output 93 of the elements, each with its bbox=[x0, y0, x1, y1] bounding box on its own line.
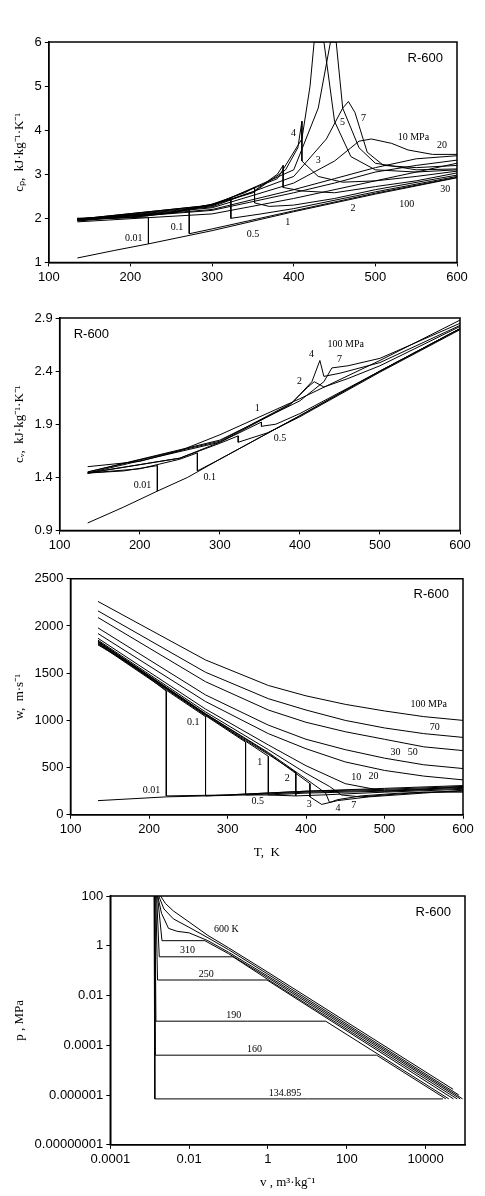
annotation: 100 bbox=[399, 198, 415, 210]
annotation: 190 bbox=[226, 1008, 242, 1020]
annotation: 1 bbox=[257, 755, 263, 767]
x-tick-label: 500 bbox=[373, 821, 396, 837]
annotation: 7 bbox=[351, 798, 357, 810]
y-tick-label: 2000 bbox=[34, 617, 64, 633]
annotation: 160 bbox=[246, 1042, 262, 1054]
annotation: R-600 bbox=[413, 586, 449, 602]
annotation: 20 bbox=[368, 770, 379, 782]
annotation: 4 bbox=[290, 126, 296, 138]
annotation: 10 MPa bbox=[397, 131, 430, 143]
x-tick-label: 300 bbox=[201, 268, 223, 284]
y-tick-label: 1 bbox=[96, 937, 104, 953]
y-tick-label: 500 bbox=[41, 759, 64, 775]
annotation: R-600 bbox=[73, 325, 110, 341]
y-tick-label: 0.9 bbox=[34, 521, 53, 537]
y-tick-label: 0.000001 bbox=[49, 1086, 104, 1102]
x-tick-label: 600 bbox=[446, 268, 468, 284]
y-axis-title: p , MPa bbox=[11, 999, 27, 1041]
y-tick-label: 1500 bbox=[34, 664, 64, 680]
y-tick-label: 0.01 bbox=[77, 987, 104, 1003]
y-tick-label: 1.9 bbox=[34, 415, 53, 431]
annotation: 0.01 bbox=[124, 231, 143, 243]
annotation: 1 bbox=[254, 401, 260, 413]
x-tick-label: 500 bbox=[369, 536, 391, 552]
y-tick-label: 1 bbox=[34, 253, 42, 269]
y-tick-label: 6 bbox=[34, 33, 42, 49]
y-tick-label: 2500 bbox=[34, 570, 64, 586]
annotation: 4 bbox=[308, 348, 314, 360]
annotation: 0.5 bbox=[246, 227, 260, 239]
annotation: 7 bbox=[336, 353, 342, 365]
y-tick-label: 3 bbox=[34, 165, 42, 181]
annotation: 5 bbox=[339, 115, 345, 127]
x-axis-title: T, K bbox=[253, 843, 281, 859]
x-tick-label: 400 bbox=[295, 821, 317, 837]
annotation: 0.1 bbox=[187, 716, 200, 728]
y-axis-title: w, m·s⁻¹ bbox=[11, 673, 27, 720]
annotation: 600 K bbox=[213, 923, 240, 935]
annotation: 20 bbox=[437, 139, 447, 151]
x-tick-label: 200 bbox=[119, 268, 142, 284]
x-tick-label: 100 bbox=[335, 1151, 358, 1167]
annotation: 0.01 bbox=[142, 783, 161, 795]
x-tick-label: 10000 bbox=[407, 1151, 444, 1167]
x-tick-label: 0.01 bbox=[176, 1151, 202, 1167]
x-tick-label: 600 bbox=[449, 536, 471, 552]
annotation: 134.895 bbox=[268, 1086, 302, 1098]
annotation: 4 bbox=[335, 802, 341, 814]
annotation: 10 bbox=[351, 771, 362, 783]
annotation: 50 bbox=[407, 746, 418, 758]
annotation: 100 MPa bbox=[327, 338, 365, 350]
x-tick-label: 200 bbox=[138, 821, 160, 837]
annotation: 0.5 bbox=[273, 432, 287, 444]
y-tick-label: 1000 bbox=[34, 711, 64, 727]
annotation: 0.01 bbox=[133, 478, 152, 490]
annotation: 2 bbox=[350, 202, 356, 214]
x-tick-label: 600 bbox=[452, 821, 474, 837]
x-tick-label: 200 bbox=[128, 536, 151, 552]
annotation: 3 bbox=[306, 798, 312, 810]
annotation: R-600 bbox=[407, 49, 443, 65]
y-tick-label: 0 bbox=[56, 806, 64, 822]
annotation: 30 bbox=[440, 183, 451, 195]
x-axis-title: v , m³·kg⁻¹ bbox=[259, 1173, 316, 1189]
annotation: 2 bbox=[284, 771, 290, 783]
annotation: R-600 bbox=[415, 903, 451, 919]
annotation: 0.5 bbox=[251, 794, 265, 806]
annotation: 30 bbox=[390, 745, 401, 757]
annotation: 310 bbox=[179, 944, 195, 956]
annotation: 2 bbox=[296, 374, 302, 386]
y-tick-label: 2.9 bbox=[34, 309, 53, 325]
x-tick-label: 400 bbox=[282, 268, 305, 284]
y-tick-label: 0.0001 bbox=[63, 1036, 104, 1052]
annotation: 7 bbox=[360, 112, 366, 124]
annotation: 0.1 bbox=[170, 221, 184, 233]
x-tick-label: 400 bbox=[289, 536, 311, 552]
x-tick-label: 500 bbox=[364, 268, 387, 284]
x-tick-label: 1 bbox=[264, 1151, 272, 1167]
annotation: 100 MPa bbox=[410, 698, 448, 710]
y-tick-label: 2 bbox=[34, 209, 42, 225]
y-tick-label: 4 bbox=[34, 121, 42, 137]
y-axis-title: cₚ, kJ·kg⁻¹·K⁻¹ bbox=[11, 112, 28, 192]
y-axis-title: cᵥ, kJ·kg⁻¹·K⁻¹ bbox=[11, 385, 27, 464]
annotation: 3 bbox=[315, 154, 321, 166]
y-tick-label: 5 bbox=[34, 77, 42, 93]
x-tick-label: 300 bbox=[208, 536, 231, 552]
y-tick-label: 2.4 bbox=[34, 362, 53, 378]
x-tick-label: 300 bbox=[216, 821, 239, 837]
annotation: 250 bbox=[198, 967, 214, 979]
annotation: 70 bbox=[429, 721, 440, 733]
y-tick-label: 100 bbox=[81, 887, 104, 903]
y-tick-label: 0.00000001 bbox=[34, 1136, 104, 1152]
y-tick-label: 1.4 bbox=[34, 468, 53, 484]
annotation: 1 bbox=[285, 216, 291, 228]
annotation: 0.1 bbox=[203, 470, 216, 482]
